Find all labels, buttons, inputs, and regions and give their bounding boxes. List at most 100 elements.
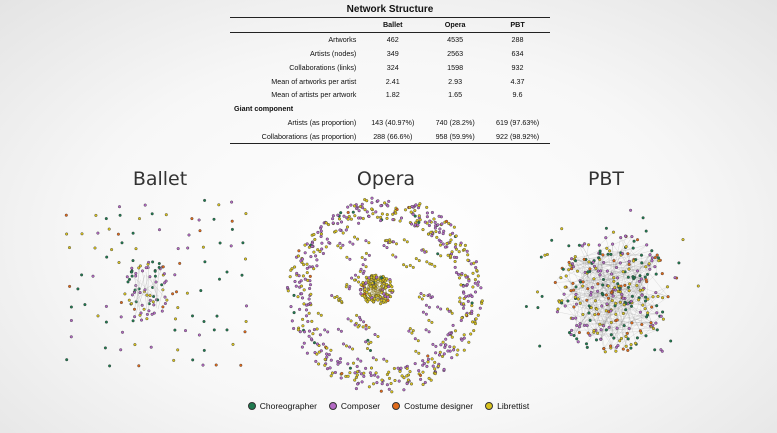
opera-pair-node [355,313,359,317]
pbt-edge [571,258,642,280]
pbt-peripheral-node [673,276,677,280]
pbt-edge [586,311,610,344]
ballet-node [76,287,80,291]
opera-pair-node [445,307,449,311]
opera-ring-node [340,371,344,376]
opera-ring-node [392,366,396,371]
pbt-node [626,285,631,289]
opera-ring-node [442,352,446,356]
cell-value: 4535 [447,35,464,45]
opera-ring-node [462,348,466,352]
opera-core-node [384,286,388,290]
column-header-pbt: PBT [485,17,550,33]
pbt-node [647,262,651,266]
pbt-node [585,323,589,328]
ballet-edge [134,275,150,317]
opera-pair-node [408,263,412,267]
pbt-peripheral-node [560,227,564,231]
opera-pair-node [423,250,427,254]
legend-item-librettist: Librettist [485,401,529,411]
opera-ring-node [396,366,400,370]
opera-pair-node [425,260,429,264]
opera-pair-node [364,323,368,327]
table-row: Mean of artists per artwork 1.82 1.65 9.… [230,88,550,102]
pbt-node [623,283,627,287]
opera-ring-node [294,284,298,288]
opera-core-node [390,288,395,293]
ballet-node [217,277,221,281]
ballet-node [125,275,129,279]
opera-ring-node [421,228,425,232]
opera-pair-node [382,244,386,248]
opera-pair-node [420,248,424,252]
opera-ring-node [474,260,478,264]
choreographer-dot-icon [247,402,256,410]
opera-ring-node [307,329,312,333]
pbt-edge [597,266,655,284]
opera-ring-node [436,223,440,227]
opera-ring-node [444,337,448,341]
opera-ring-node [311,332,315,336]
ballet-node [152,303,156,307]
ballet-node [147,309,151,313]
opera-ring-node [292,293,296,297]
opera-ring-node [319,225,323,229]
opera-ring-node [305,262,309,266]
opera-ring-node [305,266,309,270]
table-title: Network Structure [346,4,434,15]
ballet-node [163,295,167,299]
opera-ring-node [296,295,300,299]
pbt-node [592,329,596,333]
opera-ring-node [423,220,427,224]
column-header-opera: Opera [425,17,486,33]
opera-ring-node [301,274,305,278]
ballet-node [190,314,194,318]
legend-item-composer: Composer [328,401,380,411]
opera-ring-node [402,376,406,380]
opera-pair-node [427,330,431,334]
opera-ring-node [426,354,430,358]
opera-ring-node [336,221,340,226]
ballet-node [214,363,218,367]
opera-ring-node [329,348,333,352]
opera-pair-node [420,297,424,301]
column-header-ballet: Ballet [360,17,426,33]
opera-ring-node [305,271,309,275]
opera-core-node [365,290,369,294]
legend-label: Costume designer [404,401,474,411]
ballet-node [244,304,248,308]
opera-pair-node [319,313,323,317]
opera-ring-node [310,319,314,323]
pbt-edge [559,244,647,303]
opera-pair-node [345,344,349,348]
ballet-node [201,363,205,367]
pbt-edge [565,287,591,308]
opera-pair-node [351,347,355,351]
ballet-node [203,260,207,264]
opera-ring-node [439,343,443,347]
ballet-edge [153,276,156,289]
opera-pair-node [421,310,425,314]
opera-ring-node [385,213,389,217]
pbt-node [606,296,611,300]
opera-pair-node [366,338,370,342]
ballet-edge [145,275,168,301]
pbt-node [574,285,578,289]
opera-core-node [364,281,368,285]
opera-ring-node [457,250,461,254]
pbt-node [609,333,613,337]
pbt-node [646,311,650,315]
opera-ring-node [351,361,356,365]
ballet-node [96,314,100,318]
pbt-node [614,349,618,353]
pbt-node [577,325,582,329]
pbt-node [661,310,665,314]
opera-ring-node [426,357,431,361]
opera-ring-node [333,370,337,375]
opera-pair-node [367,342,371,346]
opera-ring-node [380,212,384,216]
pbt-node [614,301,618,305]
opera-ring-node [473,290,478,294]
opera-pair-node [419,291,423,295]
ballet-node [127,277,131,281]
